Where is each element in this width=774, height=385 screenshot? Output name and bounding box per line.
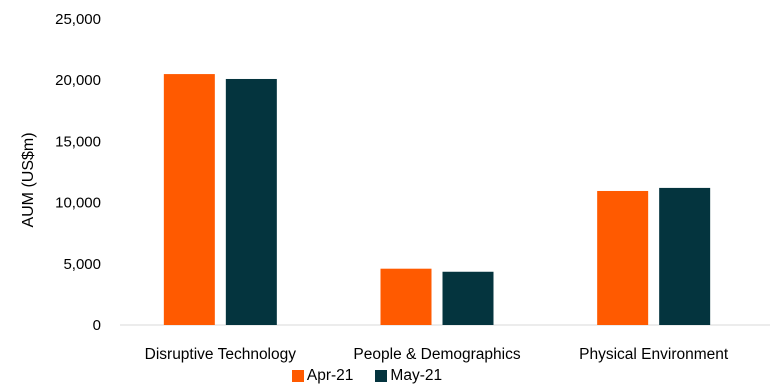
- bar-apr-21-2: [597, 190, 649, 325]
- y-tick-label: 10,000: [55, 195, 101, 212]
- legend-label-may-21: May-21: [390, 367, 443, 384]
- y-axis-label: AUM (US$m): [20, 132, 37, 227]
- y-tick-label: 15,000: [55, 133, 101, 150]
- legend-item-may-21: May-21: [375, 367, 442, 385]
- bar-may-21-0: [225, 78, 277, 325]
- x-category-label: People & Demographics: [353, 346, 520, 363]
- legend-label-apr-21: Apr-21: [306, 367, 354, 384]
- bars: [163, 74, 711, 325]
- y-axis-label-group: AUM (US$m): [20, 132, 37, 227]
- bar-may-21-2: [659, 187, 711, 325]
- category-labels: Disruptive Technology People & Demographi…: [145, 346, 729, 363]
- bar-chart: AUM (US$m) 0 5,000 10,000 15,000 20,000 25,00…: [20, 11, 770, 363]
- y-tick-label: 25,000: [55, 11, 101, 28]
- legend: Apr-21 May-21: [0, 367, 754, 385]
- bar-apr-21-0: [163, 74, 215, 325]
- y-tick-label: 0: [93, 317, 101, 334]
- y-tick-label: 5,000: [63, 256, 101, 273]
- bar-apr-21-1: [380, 268, 432, 325]
- x-category-label: Physical Environment: [579, 346, 729, 363]
- legend-item-apr-21: Apr-21: [291, 367, 354, 385]
- x-category-label: Disruptive Technology: [145, 346, 297, 363]
- y-tick-label: 20,000: [55, 72, 101, 89]
- legend-swatch-may-21: [375, 370, 388, 382]
- bar-may-21-1: [442, 271, 494, 325]
- legend-swatch-apr-21: [291, 370, 304, 382]
- y-tick-labels: 0 5,000 10,000 15,000 20,000 25,000: [55, 11, 101, 334]
